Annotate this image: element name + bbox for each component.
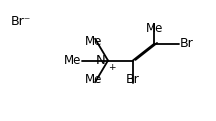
Text: Me: Me (85, 73, 103, 86)
Text: N: N (96, 54, 105, 67)
Text: Me: Me (146, 22, 163, 35)
Text: Br: Br (125, 73, 139, 86)
Text: Me: Me (85, 35, 103, 48)
Text: +: + (108, 63, 116, 72)
Text: Me: Me (64, 54, 81, 67)
Text: Br: Br (179, 37, 193, 50)
Text: Br⁻: Br⁻ (11, 15, 31, 28)
